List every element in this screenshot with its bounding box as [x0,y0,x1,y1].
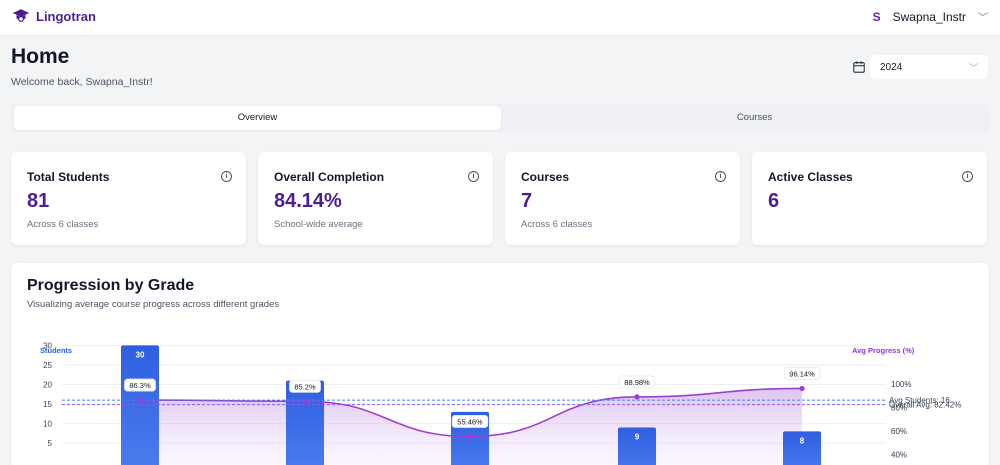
graduation-cap-icon [12,9,30,23]
card-value: 84.14% [274,190,342,212]
progress-label-box [451,415,489,428]
stat-card-overall-completion: Overall Completion i 84.14% School-wide … [258,152,493,245]
progress-label: 86.3% [129,381,151,390]
progress-label: 55.46% [457,417,483,426]
progress-label: 96.14% [789,369,815,378]
card-title: Courses [521,170,570,184]
card-value: 6 [768,190,780,212]
student-bar [618,427,656,465]
card-title: Active Classes [768,170,853,184]
left-tick-label: 25 [43,361,52,370]
left-tick-label: 30 [43,341,52,350]
progress-label-box [618,375,656,389]
progress-label-box [124,378,156,392]
reference-line-label: Avg Students: 16 [889,396,950,405]
progress-point [634,394,640,400]
user-menu[interactable]: S Swapna_Instr ﹀ [872,9,988,25]
card-note: Across 6 classes [521,219,593,230]
progress-point [137,397,143,403]
tab-list: Overview Courses [11,104,989,132]
stat-card-courses: Courses i 7 Across 6 classes [505,152,740,245]
year-select-value: 2024 [880,61,903,73]
calendar-icon [853,61,865,73]
card-value: 81 [27,190,50,212]
left-tick-label: 10 [43,420,52,429]
right-tick-label: 80% [891,404,907,413]
progress-label: 88.98% [624,378,650,387]
progress-point [302,398,308,404]
card-note: Across 6 classes [27,219,99,230]
stat-card-total-students: Total Students i 81 Across 6 classes [11,152,246,245]
chevron-down-icon: ﹀ [978,13,988,24]
progress-point [799,385,805,392]
progress-label-box [289,379,321,393]
year-select[interactable]: 2024 ﹀ [870,55,988,79]
bar-value-label: 9 [635,433,640,442]
top-bar: Lingotran S Swapna_Instr ﹀ [0,0,1000,36]
card-note: School-wide average [274,219,363,230]
tab-overview[interactable]: Overview [14,106,501,130]
brand[interactable]: Lingotran [12,7,96,25]
tab-courses[interactable]: Courses [736,112,773,123]
page-title: Home [11,45,70,68]
info-icon[interactable]: i [715,171,726,182]
panel-title: Progression by Grade [27,277,195,294]
left-axis-label: Students [40,346,72,355]
card-title: Overall Completion [274,170,385,184]
user-name: Swapna_Instr [892,9,966,24]
right-tick-label: 40% [891,451,907,460]
card-value: 7 [521,190,533,212]
left-tick-label: 20 [43,381,52,390]
right-tick-label: 60% [891,427,907,436]
bar-value-label: 8 [800,436,805,445]
info-icon[interactable]: i [962,171,973,182]
card-title: Total Students [27,170,110,184]
chevron-down-icon: ﹀ [968,62,978,73]
welcome-message: Welcome back, Swapna_Instr! [11,76,153,88]
info-icon[interactable]: i [468,171,479,182]
right-axis-label: Avg Progress (%) [852,346,915,355]
student-bar [121,345,159,465]
info-icon[interactable]: i [221,171,232,182]
right-tick-label: 100% [891,380,911,389]
progress-label: 85.2% [294,382,316,391]
progress-point [467,433,473,440]
reference-line-label: Overall Avg: 82.42% [889,401,961,410]
bar-value-label: 30 [136,350,145,359]
progress-label-box [783,367,821,380]
stat-card-active-classes: Active Classes i 6 [752,152,987,245]
left-tick-label: 15 [43,400,52,409]
student-bar [783,431,821,465]
left-tick-label: 5 [48,439,53,448]
panel-subtitle: Visualizing average course progress acro… [27,299,280,310]
avatar: S [872,9,881,24]
brand-name: Lingotran [36,8,96,24]
